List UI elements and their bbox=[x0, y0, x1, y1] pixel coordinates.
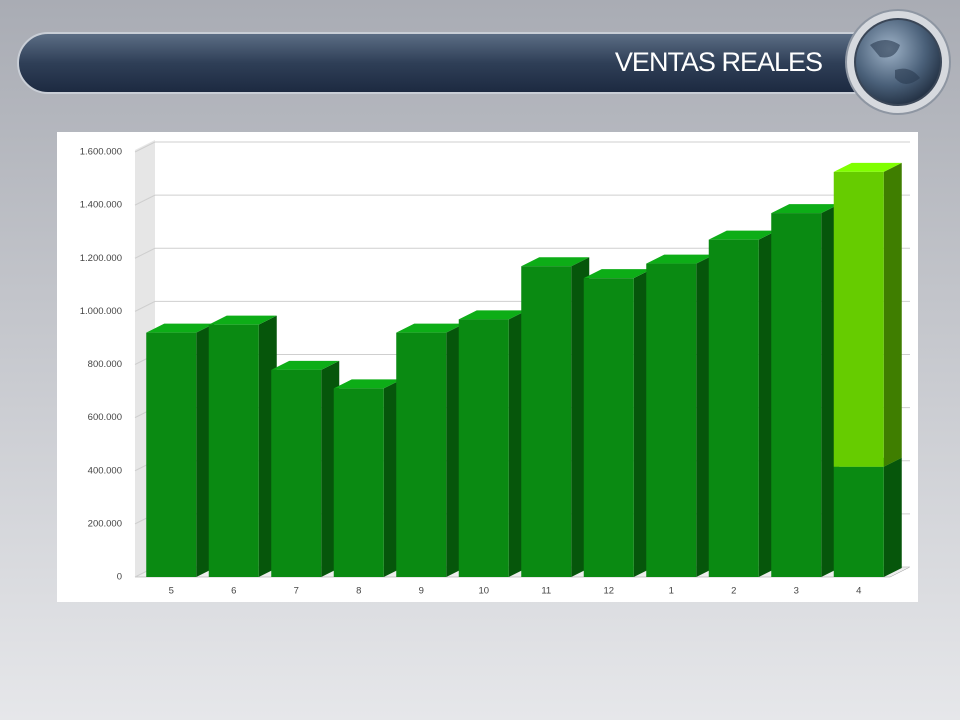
bar-top bbox=[771, 204, 840, 214]
bar-top bbox=[708, 230, 777, 240]
x-tick-label: 7 bbox=[294, 586, 299, 597]
y-tick-label: 400.000 bbox=[88, 465, 122, 476]
x-tick-label: 3 bbox=[794, 586, 799, 597]
x-tick-label: 11 bbox=[541, 586, 551, 597]
bar-top bbox=[458, 310, 527, 320]
x-tick-label: 8 bbox=[356, 586, 361, 597]
bar-top bbox=[583, 269, 652, 279]
side-grid-line bbox=[134, 194, 156, 206]
y-tick-label: 1.200.000 bbox=[80, 253, 122, 264]
bar bbox=[646, 263, 697, 577]
bar-top bbox=[396, 323, 465, 333]
bar bbox=[396, 332, 447, 577]
side-grid-line bbox=[134, 141, 156, 153]
bar bbox=[833, 171, 884, 467]
bar bbox=[458, 319, 509, 577]
bar-top bbox=[833, 162, 902, 172]
y-tick-label: 0 bbox=[117, 572, 122, 583]
bar bbox=[333, 388, 384, 577]
side-grid-line bbox=[134, 300, 156, 312]
y-tick-label: 1.600.000 bbox=[80, 147, 122, 158]
bar-top bbox=[646, 254, 715, 264]
bar bbox=[583, 278, 634, 577]
bar-side bbox=[883, 457, 902, 577]
side-grid-line bbox=[134, 247, 156, 259]
x-tick-label: 9 bbox=[419, 586, 424, 597]
x-tick-label: 2 bbox=[731, 586, 736, 597]
x-tick-label: 6 bbox=[231, 586, 236, 597]
y-tick-label: 1.000.000 bbox=[80, 306, 122, 317]
x-tick-label: 10 bbox=[478, 586, 489, 597]
bar bbox=[771, 213, 822, 577]
slide-title: VENTAS REALES bbox=[615, 47, 822, 77]
globe-land bbox=[870, 40, 920, 84]
bar-top bbox=[271, 360, 340, 370]
y-tick-label: 800.000 bbox=[88, 359, 122, 370]
bar-top bbox=[208, 315, 277, 325]
x-tick-label: 12 bbox=[603, 586, 614, 597]
bar bbox=[521, 266, 572, 577]
y-tick-label: 1.400.000 bbox=[80, 200, 122, 211]
x-tick-label: 5 bbox=[169, 586, 174, 597]
bar bbox=[146, 332, 197, 577]
y-tick-label: 600.000 bbox=[88, 412, 122, 423]
bar-top bbox=[521, 257, 590, 267]
bar bbox=[708, 239, 759, 577]
bar bbox=[833, 466, 884, 577]
globe bbox=[854, 18, 942, 106]
y-tick-label: 200.000 bbox=[88, 518, 122, 529]
bar bbox=[271, 369, 322, 577]
bar bbox=[208, 324, 259, 577]
bar-top bbox=[146, 323, 215, 333]
bar-side bbox=[883, 162, 902, 467]
x-tick-label: 1 bbox=[669, 586, 674, 597]
bar-top bbox=[333, 379, 402, 389]
x-tick-label: 4 bbox=[856, 586, 861, 597]
